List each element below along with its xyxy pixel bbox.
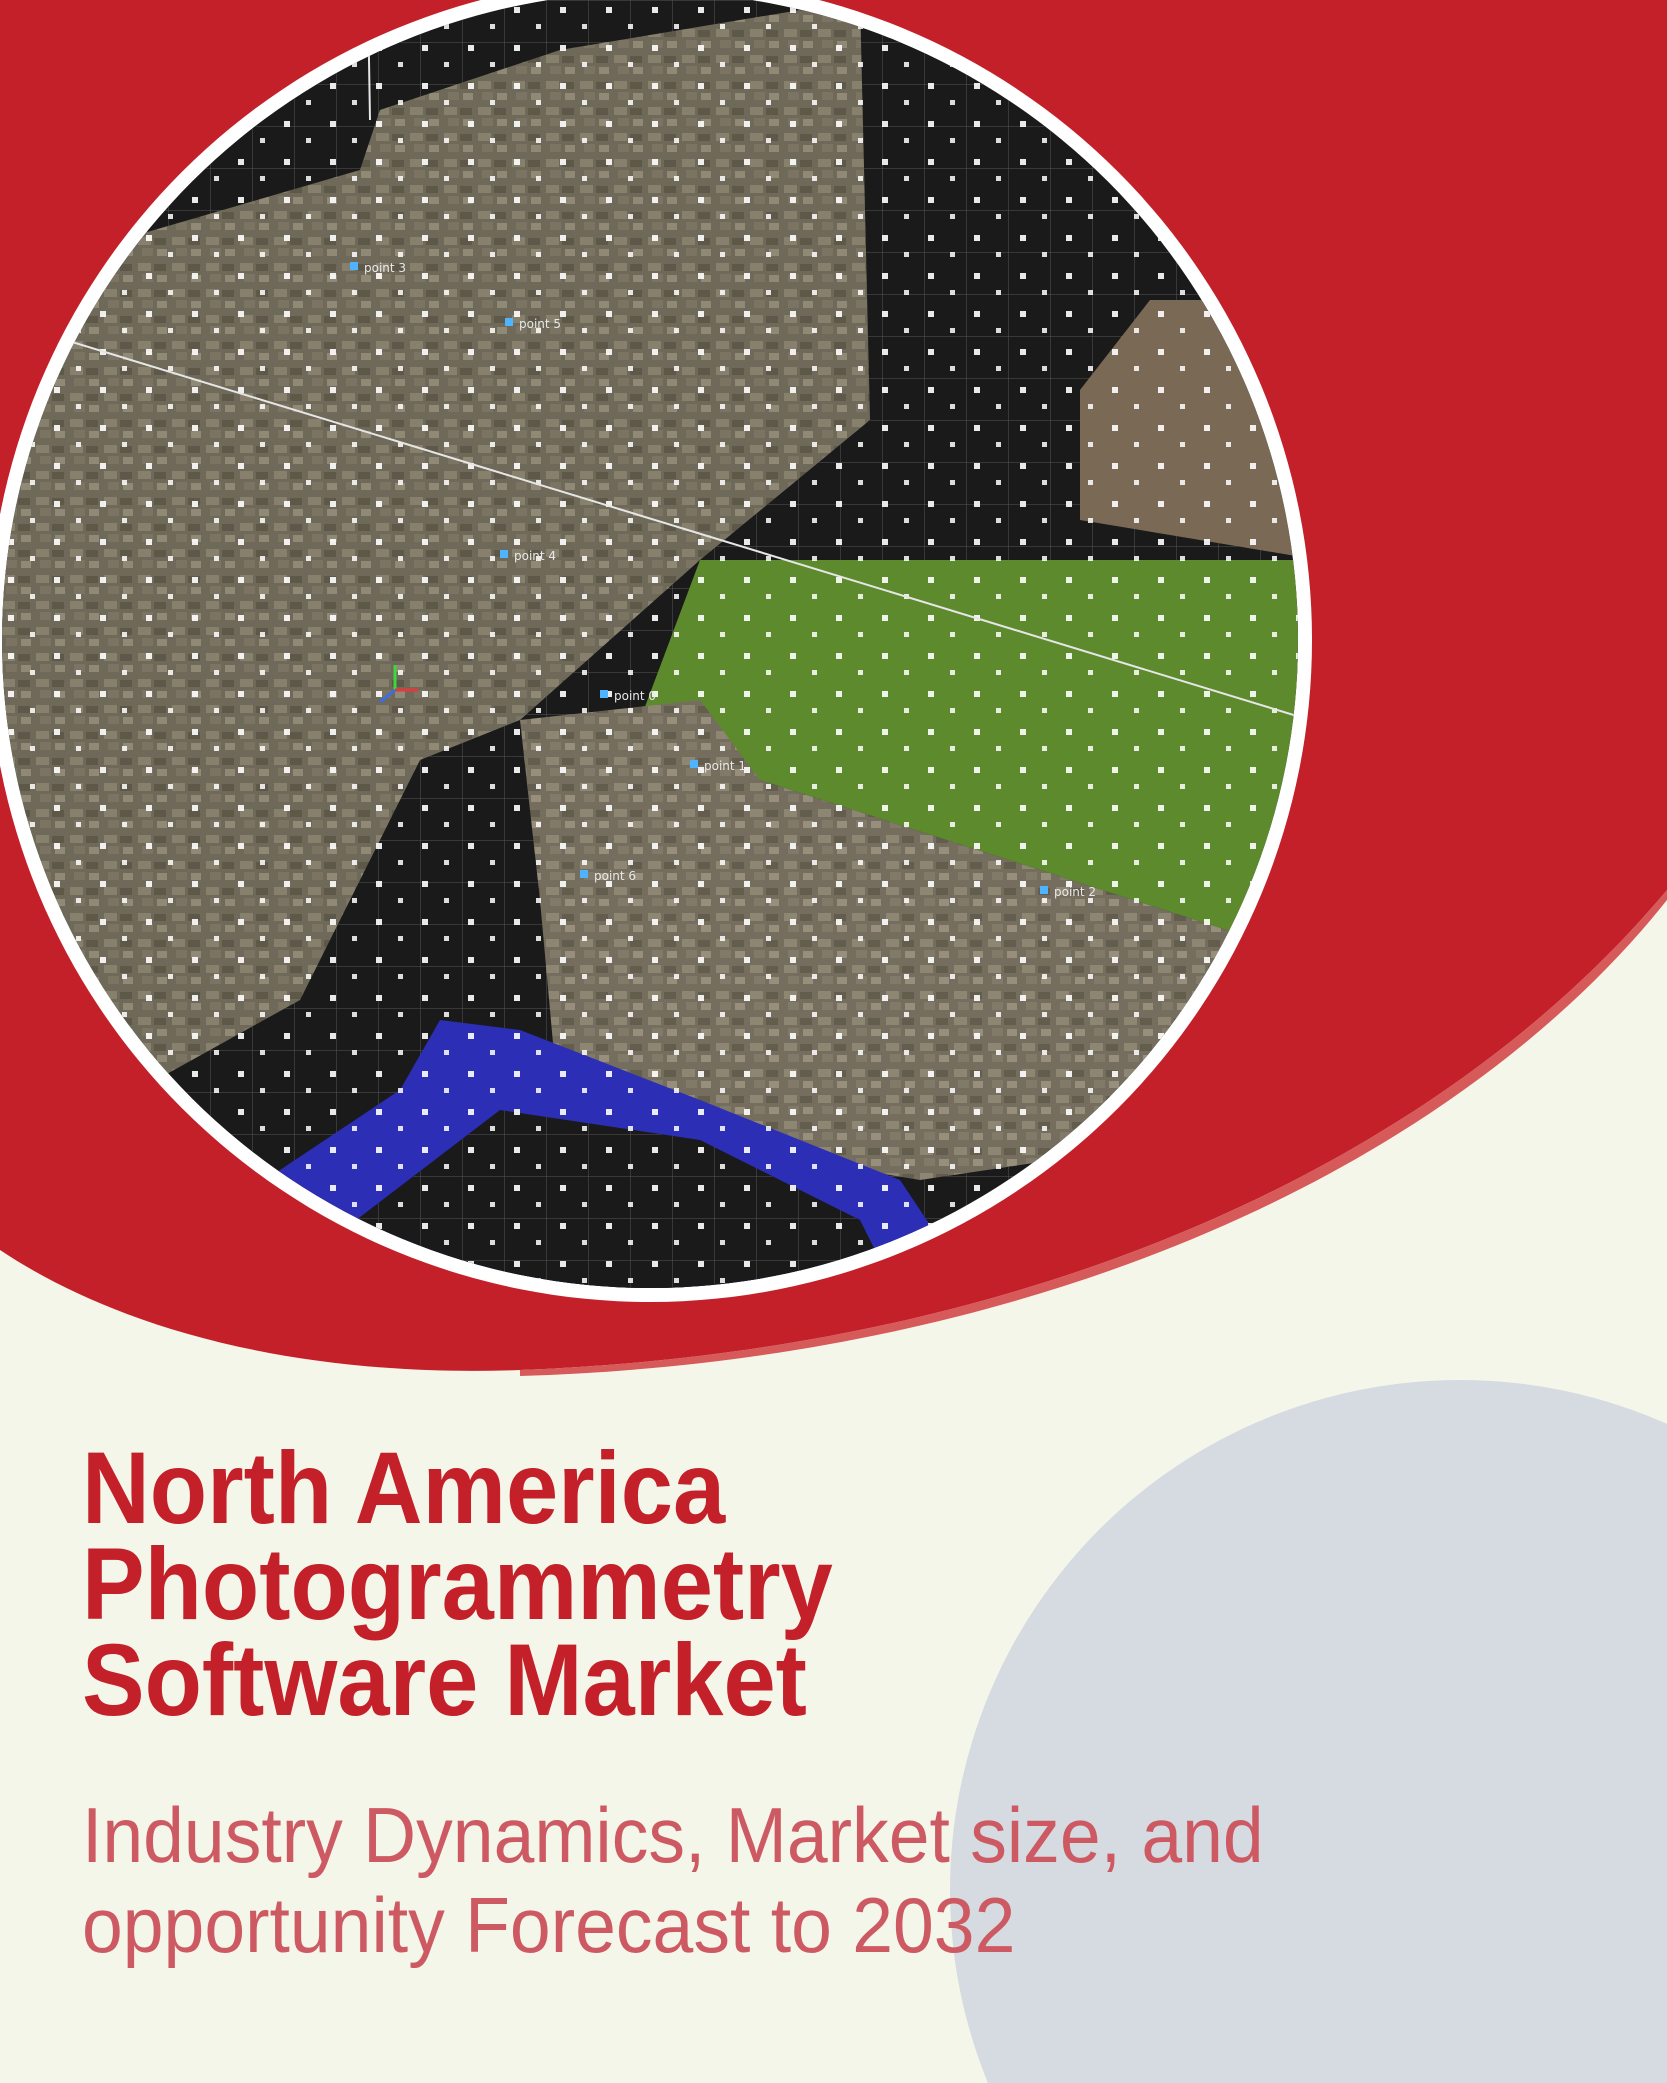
title-line: Software Market bbox=[82, 1623, 807, 1737]
subtitle-line: opportunity Forecast to 2032 bbox=[82, 1881, 1016, 1969]
title-line: Photogrammetry bbox=[82, 1527, 833, 1641]
axis-gizmo-icon bbox=[379, 665, 418, 704]
title-line: North America bbox=[82, 1431, 726, 1545]
point-label: point 1 bbox=[704, 759, 746, 773]
report-title: North America Photogrammetry Software Ma… bbox=[82, 1431, 1582, 1737]
point-label: point 0 bbox=[614, 689, 656, 703]
point-label: point 4 bbox=[514, 549, 556, 563]
point-label: point 3 bbox=[364, 261, 406, 275]
point-label: point 2 bbox=[1054, 885, 1096, 899]
report-subtitle: Industry Dynamics, Market size, and oppo… bbox=[82, 1790, 1582, 1970]
photogrammetry-scene-image: point 3 point 5 point 4 point 0 point 1 … bbox=[2, 0, 1298, 1288]
point-label: point 6 bbox=[594, 869, 636, 883]
grey-decorative-circle bbox=[950, 1380, 1667, 2083]
point-label: point 5 bbox=[519, 317, 561, 331]
subtitle-line: Industry Dynamics, Market size, and bbox=[82, 1791, 1264, 1879]
